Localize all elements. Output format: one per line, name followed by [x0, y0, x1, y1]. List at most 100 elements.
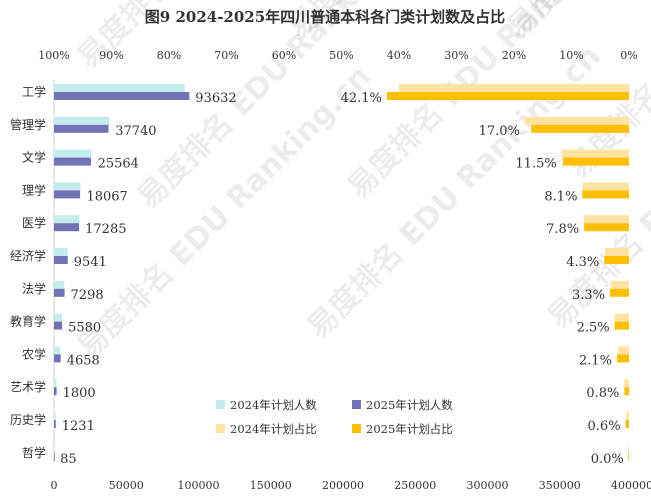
bar-2024-share — [614, 313, 629, 322]
x-tick-label-bottom: 200000 — [322, 479, 364, 492]
share-data-label: 0.6% — [588, 419, 621, 434]
plot-area: 0 50000 100000 150000 200000 250000 300000 3500… — [10, 49, 651, 492]
share-data-label: 17.0% — [479, 124, 520, 139]
x-tick-label-top: 80% — [157, 49, 181, 62]
bar-2025-share — [628, 452, 629, 461]
x-tick-label-top: 20% — [502, 49, 526, 62]
category-label: 艺术学 — [10, 379, 46, 394]
category-label: 哲学 — [22, 445, 46, 460]
bar-2025-share — [614, 321, 629, 330]
legend-swatch — [216, 424, 225, 433]
count-data-label: 37740 — [115, 124, 156, 139]
bar-2024-count — [54, 215, 80, 224]
bar-2024-share — [524, 116, 629, 125]
bar-2025-count — [54, 387, 57, 396]
bar-2024-share — [610, 280, 629, 289]
share-data-label: 0.8% — [586, 386, 619, 401]
legend-item-label: 2024年计划人数 — [230, 398, 317, 412]
count-data-label: 4658 — [67, 353, 100, 368]
bar-2024-share — [628, 444, 629, 453]
watermark-mark: 易度排名 EDU Ranking.cn — [131, 0, 438, 216]
count-data-label: 1231 — [62, 419, 95, 434]
x-tick-label-bottom: 300000 — [467, 479, 509, 492]
bar-2025-count — [54, 157, 91, 166]
count-data-label: 18067 — [86, 189, 127, 204]
x-tick-label-top: 0% — [620, 49, 637, 62]
category-label: 理学 — [22, 182, 46, 197]
x-tick-label-bottom: 50000 — [109, 479, 144, 492]
share-data-label: 2.5% — [577, 321, 610, 336]
x-tick-label-top: 50% — [329, 49, 353, 62]
bar-2024-count — [54, 313, 62, 322]
bar-2024-share — [561, 149, 629, 158]
bar-2024-count — [54, 116, 110, 125]
category-label: 农学 — [22, 346, 46, 361]
bar-2025-count — [54, 223, 79, 232]
x-tick-label-bottom: 150000 — [250, 479, 292, 492]
bar-2024-count — [54, 346, 61, 355]
bar-2025-share — [386, 92, 629, 100]
bar-2024-share — [399, 84, 629, 92]
bar-2024-share — [618, 346, 629, 355]
x-tick-label-bottom: 400000 — [611, 479, 651, 492]
legend-item-label: 2024年计划占比 — [230, 422, 317, 436]
bar-2025-share — [562, 157, 629, 166]
category-label: 经济学 — [10, 248, 46, 263]
share-data-label: 3.3% — [572, 288, 605, 303]
x-tick-label-top: 10% — [559, 49, 583, 62]
bar-2025-count — [54, 321, 63, 330]
bar-2024-share — [604, 248, 629, 256]
category-label: 法学 — [22, 281, 46, 296]
legend-swatch — [352, 400, 361, 409]
share-data-label: 4.3% — [566, 255, 599, 270]
category-label: 管理学 — [10, 117, 46, 132]
bar-2025-count — [54, 124, 109, 133]
category-label: 医学 — [22, 215, 46, 230]
legend-swatch — [352, 424, 361, 433]
bar-2025-share — [604, 256, 629, 264]
bar-2025-count — [54, 288, 65, 297]
bar-2025-count — [54, 420, 56, 428]
x-tick-label-bottom: 350000 — [539, 479, 581, 492]
chart-title: 图9 2024-2025年四川普通本科各门类计划数及占比 — [145, 8, 505, 26]
bar-2024-count — [54, 84, 185, 92]
bar-2024-count — [54, 248, 68, 256]
legend-item-label: 2025年计划占比 — [366, 422, 453, 436]
bar-2024-share — [624, 379, 629, 388]
share-data-label: 7.8% — [546, 222, 579, 237]
x-tick-label-top: 70% — [214, 49, 238, 62]
bar-2024-count — [54, 412, 56, 420]
bar-2024-count — [54, 280, 65, 289]
bar-2024-share — [584, 215, 629, 224]
count-data-label: 9541 — [74, 255, 107, 270]
share-data-label: 2.1% — [579, 353, 612, 368]
x-tick-label-bottom: 100000 — [178, 479, 220, 492]
legend-item-label: 2025年计划人数 — [366, 398, 453, 412]
bar-2025-share — [531, 124, 629, 133]
bar-2024-share — [626, 412, 629, 420]
bar-2025-share — [582, 190, 629, 199]
category-label: 文学 — [22, 150, 46, 165]
category-label: 教育学 — [10, 314, 46, 329]
bar-2025-share — [616, 354, 629, 363]
x-tick-label-top: 30% — [444, 49, 468, 62]
bar-2025-count — [54, 92, 190, 100]
share-data-label: 11.5% — [515, 157, 556, 172]
bar-2024-count — [54, 149, 92, 158]
bar-2025-share — [610, 288, 629, 297]
bar-2024-count — [54, 182, 81, 191]
bar-2024-count — [54, 444, 55, 453]
share-data-label: 8.1% — [544, 189, 577, 204]
bar-2025-count — [54, 256, 68, 264]
count-data-label: 85 — [60, 452, 77, 467]
watermark-text: 易度排名 EDU Ranking.cn — [131, 0, 438, 216]
bar-2025-count — [54, 190, 81, 199]
bar-2024-count — [54, 379, 57, 388]
category-label: 历史学 — [10, 412, 46, 427]
x-tick-label-bottom: 0 — [51, 479, 58, 492]
bar-2025-share — [625, 420, 629, 428]
x-tick-label-top: 100% — [38, 49, 69, 62]
bar-2024-share — [582, 182, 629, 191]
x-tick-label-top: 60% — [272, 49, 296, 62]
